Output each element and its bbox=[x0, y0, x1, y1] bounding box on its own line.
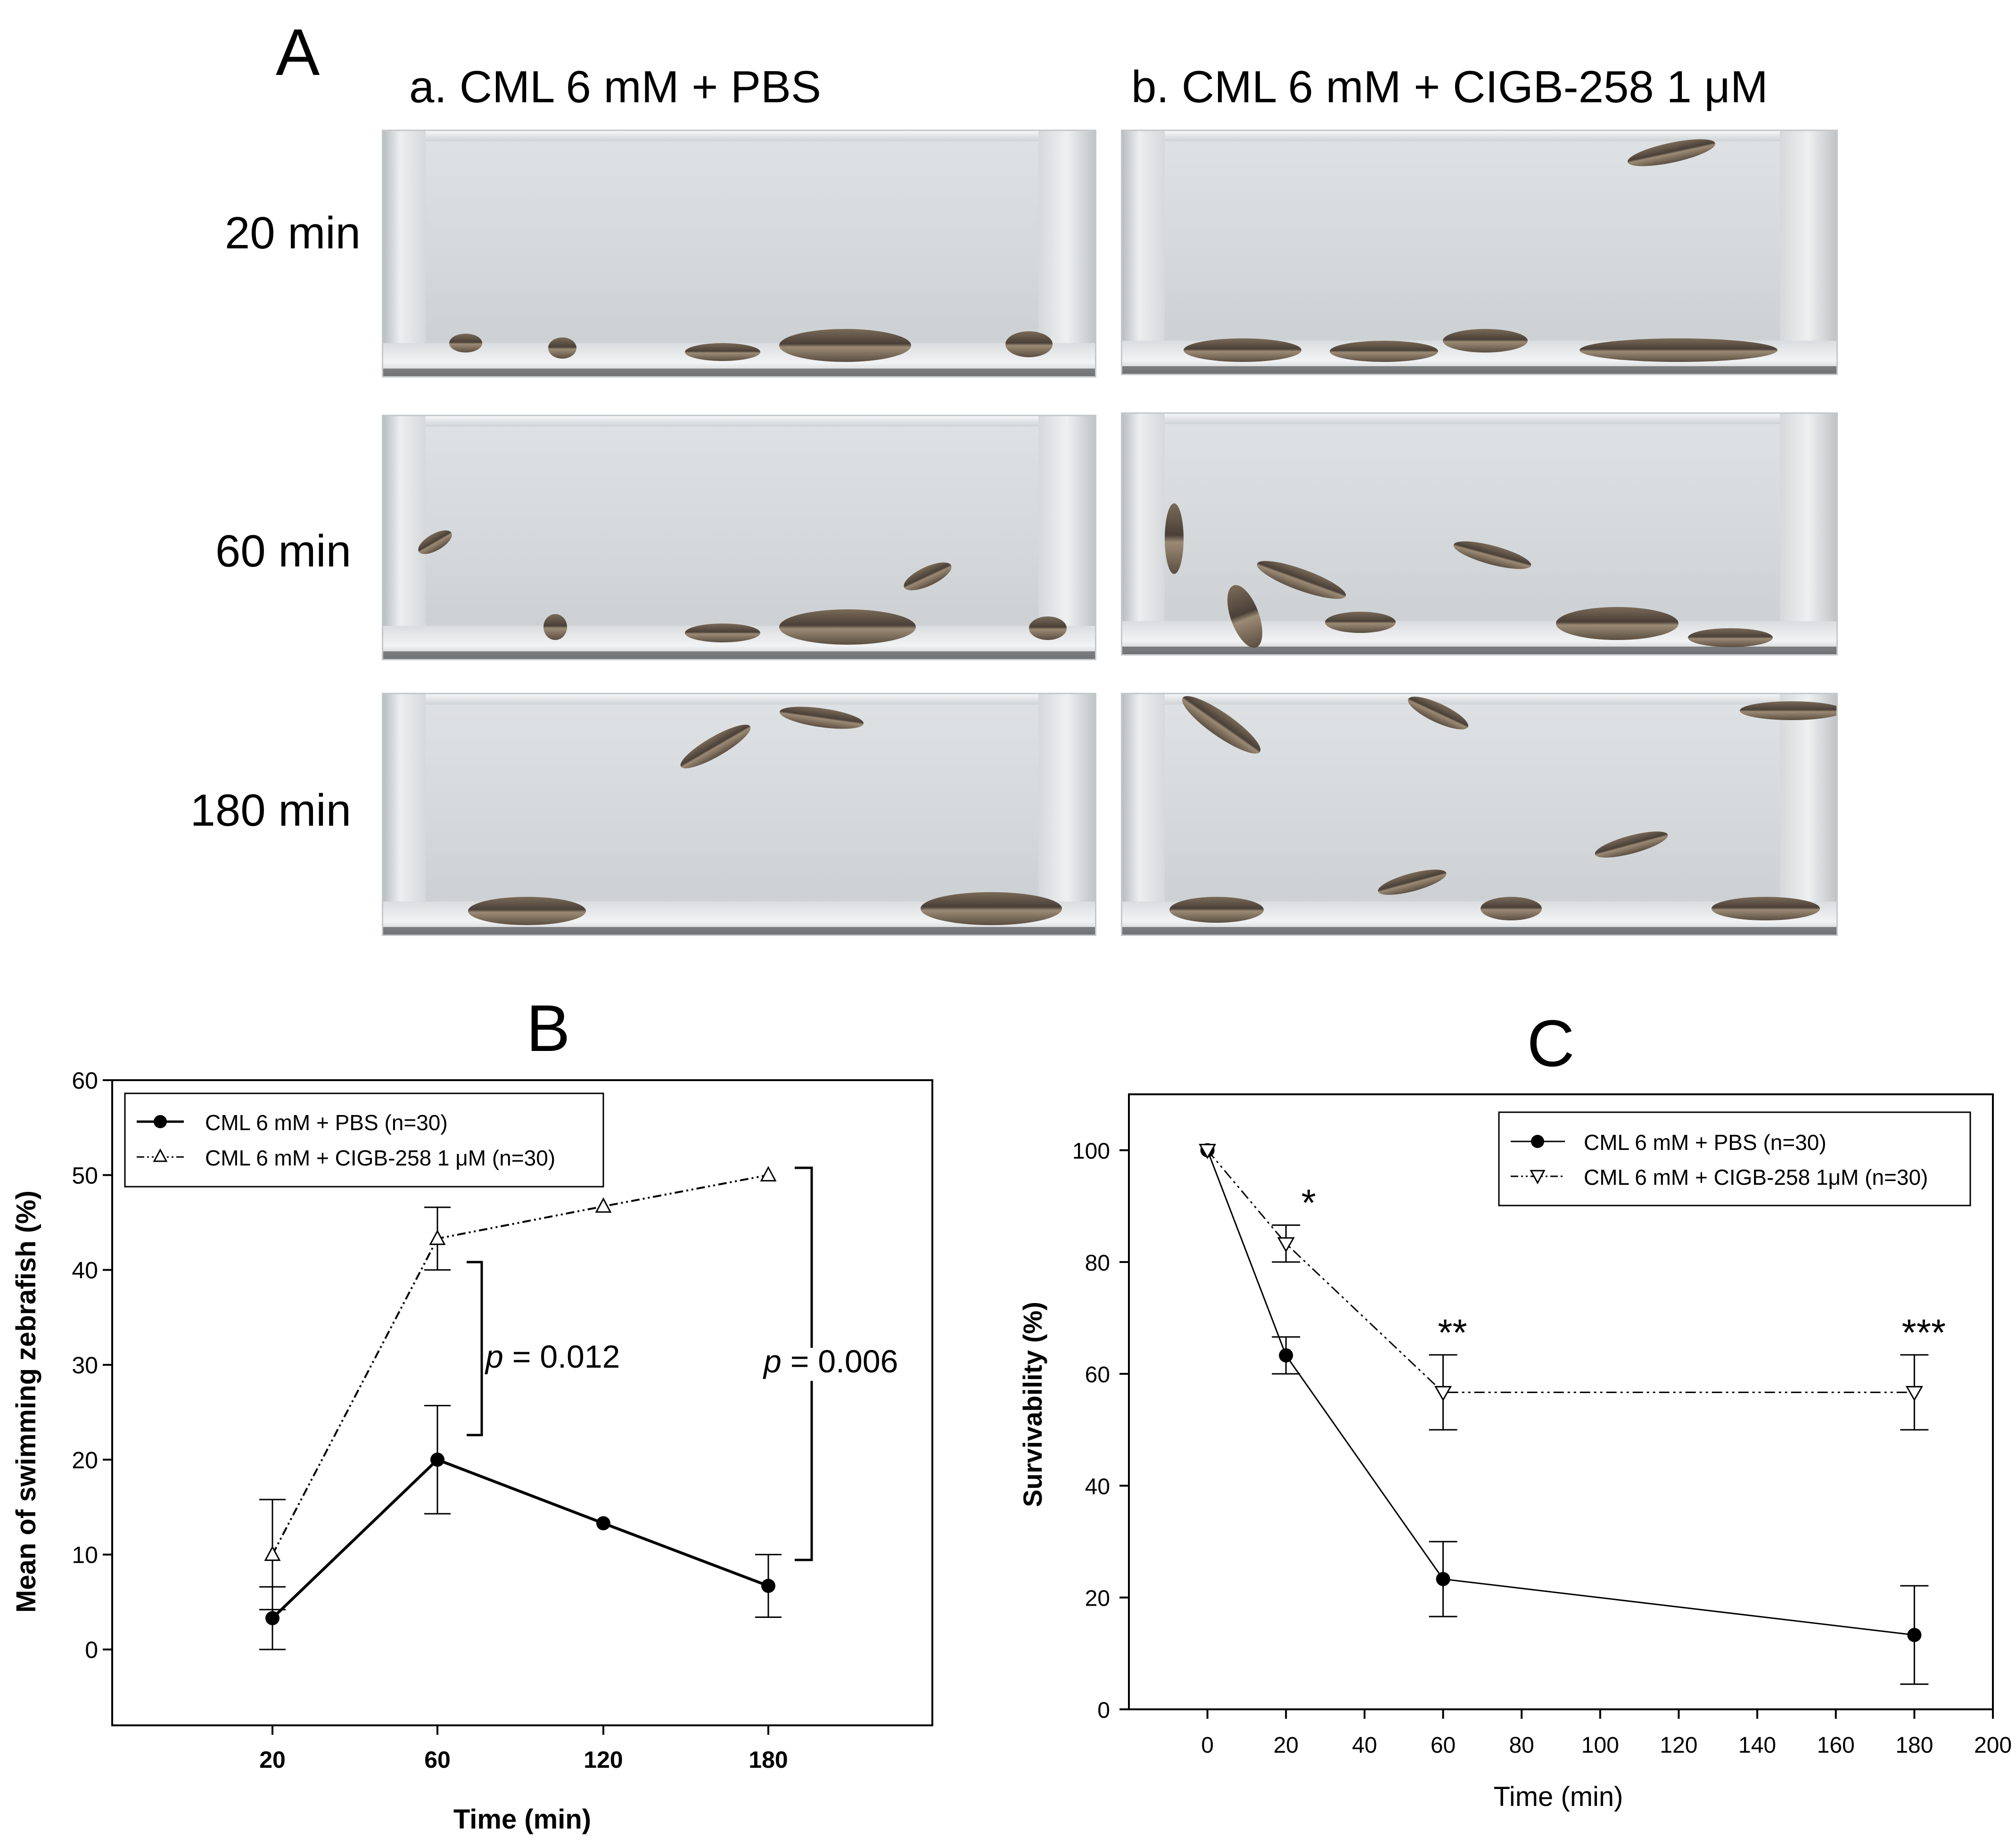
tank-photo-cigb-60min bbox=[1121, 412, 1838, 656]
chart-c-point-pbs bbox=[1279, 1348, 1293, 1363]
chart-b-point-pbs bbox=[761, 1579, 775, 1593]
chart-b-legend-marker-pbs bbox=[154, 1115, 167, 1128]
chart-c-xtick-label: 0 bbox=[1201, 1733, 1214, 1758]
chart-c-legend-marker-pbs bbox=[1531, 1135, 1544, 1148]
chart-b-ylabel: Mean of swimming zebrafish (%) bbox=[11, 1190, 41, 1613]
chart-c-significance-marker: ** bbox=[1438, 1312, 1467, 1354]
chart-b-ytick-label: 10 bbox=[72, 1542, 98, 1568]
chart-c-ytick-label: 60 bbox=[1085, 1362, 1110, 1387]
chart-c-xtick-label: 60 bbox=[1431, 1733, 1456, 1758]
chart-c-xtick-label: 200 bbox=[1974, 1733, 2012, 1758]
chart-b-xtick-label: 120 bbox=[584, 1747, 623, 1773]
panel-a-column-b-header: b. CML 6 mM + CIGB-258 1 μM bbox=[1131, 62, 1768, 112]
chart-c-legend-box bbox=[1498, 1111, 1971, 1206]
chart-c-xtick-label: 160 bbox=[1817, 1733, 1855, 1758]
chart-b-xtick-label: 180 bbox=[749, 1747, 788, 1773]
chart-b-ytick-label: 50 bbox=[72, 1162, 98, 1189]
chart-b-point-cigb bbox=[595, 1197, 612, 1213]
chart-c-point-cigb bbox=[1199, 1144, 1217, 1159]
chart-b: B 0 10 20 30 40 50 60 20 60 120 180 Time (min) Me… bbox=[11, 991, 933, 1835]
panel-a-row-180min: 180 min bbox=[190, 785, 351, 836]
chart-c-point-pbs bbox=[1907, 1628, 1922, 1642]
chart-b-series-line-0 bbox=[271, 1458, 769, 1619]
chart-b-ytick-label: 0 bbox=[85, 1637, 98, 1663]
chart-c-xtick-label: 120 bbox=[1660, 1733, 1697, 1758]
panel-a-label: A bbox=[276, 15, 320, 89]
chart-b-pvalue-180: p = 0.006 bbox=[763, 1344, 898, 1379]
panel-a-row-60min: 60 min bbox=[215, 526, 351, 576]
chart-c-xtick-label: 100 bbox=[1581, 1733, 1619, 1758]
chart-b-ytick-label: 40 bbox=[72, 1257, 98, 1284]
chart-b-point-pbs bbox=[430, 1452, 444, 1467]
chart-c-point-pbs bbox=[1436, 1572, 1450, 1586]
tank-photo-cigb-180min bbox=[1121, 693, 1838, 936]
chart-c-ylabel: Survivability (%) bbox=[1018, 1302, 1047, 1507]
chart-b-legend-marker-cigb bbox=[153, 1148, 168, 1162]
chart-b-ytick-label: 30 bbox=[72, 1352, 98, 1378]
chart-c-xtick-label: 80 bbox=[1509, 1733, 1534, 1758]
chart-c-significance-marker: * bbox=[1301, 1182, 1316, 1224]
chart-b-point-pbs bbox=[265, 1611, 280, 1625]
tank-photo-pbs-20min bbox=[382, 130, 1096, 377]
chart-c-significance-marker: *** bbox=[1902, 1312, 1946, 1354]
chart-c-ytick-label: 20 bbox=[1085, 1586, 1110, 1611]
chart-b-point-cigb bbox=[760, 1166, 777, 1181]
chart-c-legend-label-pbs: CML 6 mM + PBS (n=30) bbox=[1584, 1130, 1827, 1155]
chart-c: C 0 20 40 60 80 100 0 20 40 60 80 100 120 140 160 180 2… bbox=[1018, 1006, 2012, 1812]
chart-b-pvalue-60: p = 0.012 bbox=[485, 1339, 620, 1375]
chart-b-plot-frame bbox=[111, 1079, 933, 1726]
chart-c-plot-frame bbox=[1128, 1093, 1994, 1710]
chart-b-point-cigb bbox=[264, 1545, 281, 1561]
chart-c-series-line-0 bbox=[1207, 1150, 1915, 1636]
chart-c-legend-marker-cigb bbox=[1530, 1170, 1546, 1185]
chart-c-point-cigb bbox=[1434, 1386, 1452, 1402]
chart-b-xtick-label: 60 bbox=[424, 1747, 451, 1773]
chart-c-ytick-label: 100 bbox=[1072, 1139, 1110, 1164]
chart-c-ytick-label: 0 bbox=[1097, 1698, 1110, 1723]
chart-b-legend-label-pbs: CML 6 mM + PBS (n=30) bbox=[205, 1110, 448, 1135]
chart-b-point-cigb bbox=[429, 1230, 446, 1245]
chart-b-xlabel: Time (min) bbox=[453, 1804, 591, 1835]
panel-a-row-20min: 20 min bbox=[224, 208, 361, 258]
chart-b-xtick-label: 20 bbox=[259, 1747, 286, 1773]
tank-photo-cigb-20min bbox=[1121, 130, 1838, 375]
chart-c-series-line-1 bbox=[1207, 1149, 1915, 1393]
chart-c-point-cigb bbox=[1277, 1237, 1295, 1253]
chart-b-legend-box bbox=[124, 1092, 604, 1188]
chart-b-ytick-label: 60 bbox=[72, 1067, 98, 1094]
tank-photo-pbs-60min bbox=[382, 415, 1096, 660]
chart-c-xtick-label: 180 bbox=[1895, 1733, 1933, 1758]
chart-b-ytick-label: 20 bbox=[72, 1447, 98, 1473]
chart-c-xtick-label: 140 bbox=[1738, 1733, 1776, 1758]
chart-b-series-line-1 bbox=[272, 1174, 769, 1555]
chart-b-title: B bbox=[526, 991, 570, 1065]
chart-c-point-cigb bbox=[1905, 1386, 1923, 1402]
chart-c-xtick-label: 20 bbox=[1274, 1733, 1299, 1758]
chart-b-legend-label-cigb: CML 6 mM + CIGB-258 1 μM (n=30) bbox=[205, 1146, 555, 1170]
chart-c-legend-label-cigb: CML 6 mM + CIGB-258 1μM (n=30) bbox=[1584, 1165, 1928, 1190]
panel-a-column-a-header: a. CML 6 mM + PBS bbox=[409, 62, 822, 112]
chart-c-ytick-label: 40 bbox=[1085, 1474, 1110, 1499]
chart-c-xlabel: Time (min) bbox=[1494, 1781, 1623, 1812]
chart-b-bracket-60 bbox=[467, 1261, 483, 1436]
chart-c-ytick-label: 80 bbox=[1085, 1251, 1110, 1276]
chart-c-title: C bbox=[1527, 1006, 1574, 1080]
chart-b-point-pbs bbox=[596, 1516, 610, 1531]
chart-c-xtick-label: 40 bbox=[1352, 1733, 1377, 1758]
tank-photo-pbs-180min bbox=[382, 693, 1096, 936]
